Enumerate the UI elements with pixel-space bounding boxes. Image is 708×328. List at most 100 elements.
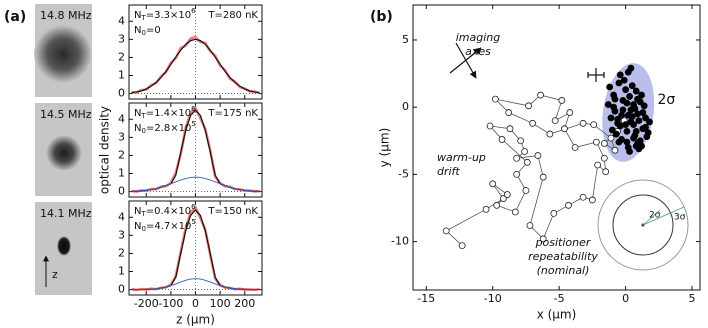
error-bar-cross xyxy=(587,68,605,82)
annotation: T=150 nK xyxy=(207,206,258,217)
point xyxy=(619,106,627,114)
point xyxy=(513,170,521,178)
point xyxy=(623,99,631,107)
point xyxy=(614,119,622,127)
scatter-chart: -15 -10 -5 0 5 -10 -5 0 5 x (µm) y (µm) 2σ imagingax… xyxy=(378,4,701,322)
point xyxy=(517,137,525,145)
point xyxy=(489,180,497,188)
annotation-part: N xyxy=(134,25,141,36)
plot-frame xyxy=(412,4,701,291)
x-tick-label: -100 xyxy=(158,297,183,310)
annotation: imaging xyxy=(456,31,501,44)
point xyxy=(611,146,619,154)
x-tick-label: 5 xyxy=(689,292,696,305)
y-tick-label: 2 xyxy=(118,148,125,161)
point xyxy=(491,95,499,103)
point xyxy=(529,119,536,127)
point xyxy=(498,136,506,143)
point xyxy=(551,117,559,125)
image-label: 14.8 MHz xyxy=(40,9,92,22)
point xyxy=(522,187,530,194)
point xyxy=(521,148,529,155)
point xyxy=(628,82,636,90)
point xyxy=(486,122,494,130)
annotation-part: =4.7×10 xyxy=(146,221,191,232)
annotation-part: =3.3×10 xyxy=(146,10,191,21)
point xyxy=(482,205,490,213)
point xyxy=(642,114,649,122)
image-label: 14.5 MHz xyxy=(40,108,92,121)
annotation-part: 6 xyxy=(191,105,196,113)
annotation-part: T xyxy=(140,112,146,120)
point xyxy=(635,117,643,125)
point xyxy=(579,119,587,127)
annotation-part: T=175 nK xyxy=(207,108,258,119)
annotation: NT=1.4×106 xyxy=(134,105,196,120)
annotation-part: =1.4×10 xyxy=(146,108,191,119)
point xyxy=(602,168,610,176)
annotation-part: T=150 nK xyxy=(207,206,258,217)
annotation: N0=4.7×105 xyxy=(134,218,196,233)
annotation: NT=0.4×106 xyxy=(134,203,196,218)
point xyxy=(505,109,513,116)
annotation-part: 0 xyxy=(141,29,145,37)
annotation-part: 5 xyxy=(191,218,195,226)
y-tick-label: -10 xyxy=(391,235,409,248)
point xyxy=(640,102,648,110)
x-tick-label: 100 xyxy=(210,297,231,310)
x-tick-label: 0 xyxy=(192,297,199,310)
annotation-part: 0 xyxy=(141,225,145,233)
point xyxy=(646,118,653,126)
point xyxy=(632,87,640,95)
y-tick-label: 1 xyxy=(118,265,125,278)
x-tick-label: -200 xyxy=(134,297,159,310)
y-tick-label: 1 xyxy=(118,167,125,180)
x-axis-label: x (µm) xyxy=(537,308,577,322)
y-axis-label: y (µm) xyxy=(378,128,392,168)
x-tick-label: -5 xyxy=(554,292,565,305)
plot-frame xyxy=(128,200,263,296)
x-tick-label: 200 xyxy=(234,297,255,310)
y-tick-label: 2 xyxy=(118,50,125,63)
annotation: warm-up xyxy=(437,151,486,164)
annotation-part: =0 xyxy=(146,25,161,36)
y-tick-label: 4 xyxy=(118,210,125,223)
point xyxy=(615,79,623,87)
y-tick-label: 4 xyxy=(118,14,125,27)
point xyxy=(561,125,568,133)
annotation: drift xyxy=(437,165,460,178)
point xyxy=(511,208,519,216)
point xyxy=(627,118,635,126)
series-line xyxy=(131,278,260,291)
point xyxy=(592,138,600,146)
inset-label: 3σ xyxy=(674,213,686,223)
annotation: N0=2.8×105 xyxy=(134,120,196,135)
point xyxy=(534,152,542,159)
point xyxy=(623,138,631,146)
annotation-part: 0 xyxy=(141,127,145,135)
y-tick-label: -5 xyxy=(398,167,409,180)
cloud xyxy=(34,25,92,83)
annotation-part: N xyxy=(134,108,141,119)
point xyxy=(634,95,641,103)
point xyxy=(523,158,531,166)
annotation-part: 5 xyxy=(191,120,195,128)
x-tick-label: -10 xyxy=(484,292,502,305)
annotation-part: 6 xyxy=(191,7,196,15)
annotation: repeatability xyxy=(528,250,598,263)
repeatability-inset xyxy=(597,179,689,271)
y-tick-label: 4 xyxy=(118,112,125,125)
annotation-part: T xyxy=(140,14,146,22)
point xyxy=(638,91,645,99)
point xyxy=(626,148,633,155)
point xyxy=(611,95,619,103)
y-tick-label: 2 xyxy=(118,246,125,259)
cloud xyxy=(46,135,82,171)
plot-frame xyxy=(128,4,263,100)
annotation: N0=0 xyxy=(134,25,161,37)
point xyxy=(600,154,608,162)
point xyxy=(550,209,558,217)
